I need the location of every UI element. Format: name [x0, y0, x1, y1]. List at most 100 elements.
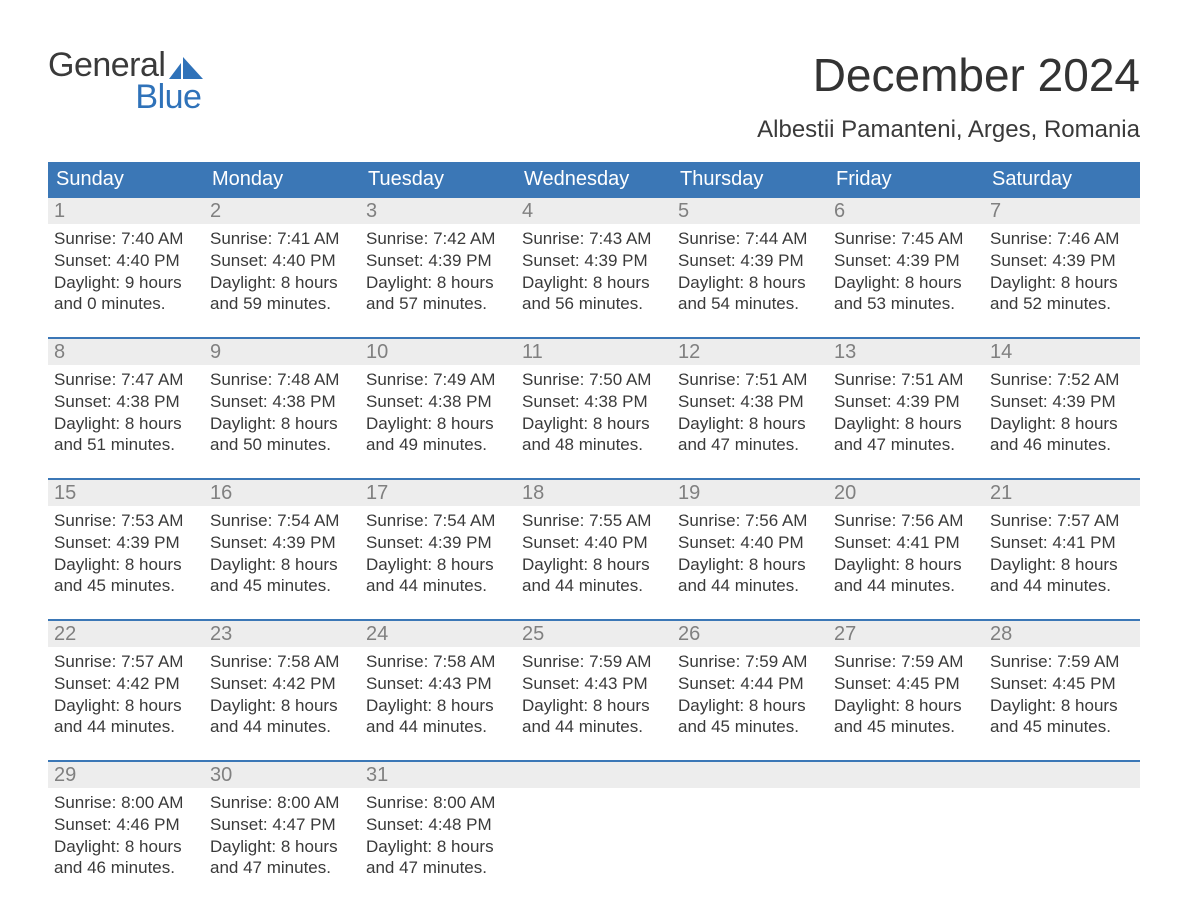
day-line: and 47 minutes.	[366, 857, 512, 879]
day-number: 30	[204, 762, 360, 788]
day-line: Sunrise: 7:41 AM	[210, 228, 356, 250]
title-block: December 2024 Albestii Pamanteni, Arges,…	[757, 48, 1140, 144]
calendar-day: 9 Sunrise: 7:48 AMSunset: 4:38 PMDaylight…	[204, 339, 360, 456]
day-line: Daylight: 8 hours	[990, 272, 1136, 294]
day-line: Sunset: 4:38 PM	[678, 391, 824, 413]
day-body: Sunrise: 7:59 AMSunset: 4:44 PMDaylight:…	[672, 647, 828, 738]
day-body: Sunrise: 7:59 AMSunset: 4:43 PMDaylight:…	[516, 647, 672, 738]
day-line: Sunrise: 8:00 AM	[54, 792, 200, 814]
day-line: Sunrise: 7:59 AM	[522, 651, 668, 673]
day-line: and 47 minutes.	[678, 434, 824, 456]
calendar-day: 14Sunrise: 7:52 AMSunset: 4:39 PMDayligh…	[984, 339, 1140, 456]
day-line: Sunset: 4:40 PM	[54, 250, 200, 272]
day-number: 8	[48, 339, 204, 365]
day-line: Sunrise: 7:51 AM	[834, 369, 980, 391]
day-line: Sunset: 4:38 PM	[366, 391, 512, 413]
day-line: and 44 minutes.	[990, 575, 1136, 597]
calendar-day: 27Sunrise: 7:59 AMSunset: 4:45 PMDayligh…	[828, 621, 984, 738]
day-line: Daylight: 8 hours	[366, 836, 512, 858]
weekday-friday: Friday	[828, 162, 984, 198]
day-line: and 57 minutes.	[366, 293, 512, 315]
day-line: Daylight: 8 hours	[210, 413, 356, 435]
day-line: Sunrise: 7:48 AM	[210, 369, 356, 391]
calendar-day: 8Sunrise: 7:47 AMSunset: 4:38 PMDaylight…	[48, 339, 204, 456]
day-number: 5	[672, 198, 828, 224]
day-line: Daylight: 8 hours	[54, 695, 200, 717]
day-line: and 56 minutes.	[522, 293, 668, 315]
day-number: 9	[204, 339, 360, 365]
day-line: Sunset: 4:43 PM	[522, 673, 668, 695]
day-line: Sunrise: 7:57 AM	[54, 651, 200, 673]
day-number: 3	[360, 198, 516, 224]
day-line: and 49 minutes.	[366, 434, 512, 456]
day-number: 15	[48, 480, 204, 506]
day-line: Sunrise: 7:51 AM	[678, 369, 824, 391]
day-line: and 51 minutes.	[54, 434, 200, 456]
day-number: 17	[360, 480, 516, 506]
day-body: Sunrise: 7:53 AMSunset: 4:39 PMDaylight:…	[48, 506, 204, 597]
day-line: Sunset: 4:38 PM	[210, 391, 356, 413]
calendar-day: 31Sunrise: 8:00 AMSunset: 4:48 PMDayligh…	[360, 762, 516, 879]
day-line: Sunset: 4:39 PM	[678, 250, 824, 272]
calendar-day: 7Sunrise: 7:46 AMSunset: 4:39 PMDaylight…	[984, 198, 1140, 315]
day-line: and 50 minutes.	[210, 434, 356, 456]
calendar-day: 20Sunrise: 7:56 AMSunset: 4:41 PMDayligh…	[828, 480, 984, 597]
day-line: Daylight: 8 hours	[54, 554, 200, 576]
day-line: Daylight: 8 hours	[366, 554, 512, 576]
day-line: and 46 minutes.	[54, 857, 200, 879]
day-line: Sunset: 4:39 PM	[210, 532, 356, 554]
day-line: Sunrise: 7:40 AM	[54, 228, 200, 250]
calendar-day: 12Sunrise: 7:51 AMSunset: 4:38 PMDayligh…	[672, 339, 828, 456]
day-number: 4	[516, 198, 672, 224]
weekday-sunday: Sunday	[48, 162, 204, 198]
weekday-monday: Monday	[204, 162, 360, 198]
calendar-day	[984, 762, 1140, 879]
day-line: Daylight: 8 hours	[522, 272, 668, 294]
day-line: and 45 minutes.	[990, 716, 1136, 738]
day-body: Sunrise: 7:54 AMSunset: 4:39 PMDaylight:…	[360, 506, 516, 597]
day-line: Sunrise: 7:47 AM	[54, 369, 200, 391]
day-line: Sunrise: 8:00 AM	[210, 792, 356, 814]
day-number: 23	[204, 621, 360, 647]
calendar-day: 16Sunrise: 7:54 AMSunset: 4:39 PMDayligh…	[204, 480, 360, 597]
day-line: Sunset: 4:39 PM	[366, 250, 512, 272]
day-line: Sunrise: 7:42 AM	[366, 228, 512, 250]
day-body	[516, 788, 672, 792]
day-body	[984, 788, 1140, 792]
day-line: Daylight: 8 hours	[210, 272, 356, 294]
day-line: Daylight: 8 hours	[366, 695, 512, 717]
day-line: Sunrise: 7:54 AM	[210, 510, 356, 532]
day-number: 13	[828, 339, 984, 365]
day-line: Daylight: 8 hours	[210, 695, 356, 717]
day-line: Sunset: 4:48 PM	[366, 814, 512, 836]
day-body: Sunrise: 8:00 AMSunset: 4:46 PMDaylight:…	[48, 788, 204, 879]
day-line: Sunrise: 7:58 AM	[366, 651, 512, 673]
day-line: and 47 minutes.	[210, 857, 356, 879]
day-line: Sunset: 4:39 PM	[366, 532, 512, 554]
day-body: Sunrise: 7:56 AMSunset: 4:41 PMDaylight:…	[828, 506, 984, 597]
day-body: Sunrise: 7:45 AMSunset: 4:39 PMDaylight:…	[828, 224, 984, 315]
calendar-day: 30Sunrise: 8:00 AMSunset: 4:47 PMDayligh…	[204, 762, 360, 879]
day-line: and 52 minutes.	[990, 293, 1136, 315]
day-line: Daylight: 8 hours	[54, 413, 200, 435]
calendar-day: 19Sunrise: 7:56 AMSunset: 4:40 PMDayligh…	[672, 480, 828, 597]
day-body: Sunrise: 7:43 AMSunset: 4:39 PMDaylight:…	[516, 224, 672, 315]
day-line: Sunset: 4:39 PM	[54, 532, 200, 554]
calendar-day: 6Sunrise: 7:45 AMSunset: 4:39 PMDaylight…	[828, 198, 984, 315]
day-line: Daylight: 8 hours	[990, 554, 1136, 576]
day-line: and 46 minutes.	[990, 434, 1136, 456]
day-line: Sunrise: 7:59 AM	[834, 651, 980, 673]
calendar-day: 13Sunrise: 7:51 AMSunset: 4:39 PMDayligh…	[828, 339, 984, 456]
day-line: Daylight: 8 hours	[522, 695, 668, 717]
day-number: 31	[360, 762, 516, 788]
day-line: and 47 minutes.	[834, 434, 980, 456]
day-number: 24	[360, 621, 516, 647]
day-number: 6	[828, 198, 984, 224]
calendar-day: 3Sunrise: 7:42 AMSunset: 4:39 PMDaylight…	[360, 198, 516, 315]
day-body: Sunrise: 7:49 AMSunset: 4:38 PMDaylight:…	[360, 365, 516, 456]
calendar-day: 23Sunrise: 7:58 AMSunset: 4:42 PMDayligh…	[204, 621, 360, 738]
day-line: Sunset: 4:40 PM	[210, 250, 356, 272]
day-line: Daylight: 8 hours	[678, 554, 824, 576]
day-line: Sunrise: 7:58 AM	[210, 651, 356, 673]
day-line: Daylight: 8 hours	[522, 413, 668, 435]
